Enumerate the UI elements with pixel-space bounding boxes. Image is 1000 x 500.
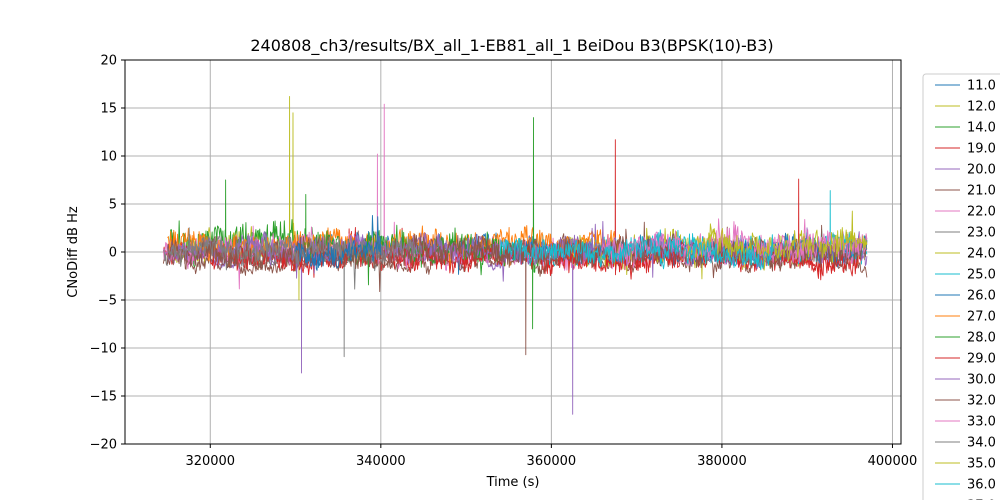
legend-label: 28.0 xyxy=(967,331,996,346)
legend-label: 22.0 xyxy=(967,205,996,220)
legend-label: 27.0 xyxy=(967,310,996,325)
x-tick-label: 360000 xyxy=(527,454,577,469)
legend-label: 34.0 xyxy=(967,436,996,451)
legend-label: 19.0 xyxy=(967,142,996,157)
legend-label: 35.0 xyxy=(967,457,996,472)
legend-label: 29.0 xyxy=(967,352,996,367)
legend-label: 24.0 xyxy=(967,247,996,262)
x-tick-label: 380000 xyxy=(697,454,747,469)
y-axis-title: CNoDiff dB Hz xyxy=(66,206,81,298)
x-axis: 320000 340000 360000 380000 400000 xyxy=(185,444,917,469)
x-axis-title: Time (s) xyxy=(486,475,540,490)
y-tick-label: 0 xyxy=(109,246,117,261)
y-tick-label: 15 xyxy=(100,102,117,117)
y-tick-label: −15 xyxy=(90,390,117,405)
x-tick-label: 320000 xyxy=(185,454,235,469)
series-line-35-0 xyxy=(687,227,868,262)
legend-label: 21.0 xyxy=(967,184,996,199)
legend-label: 20.0 xyxy=(967,163,996,178)
legend-label: 32.0 xyxy=(967,394,996,409)
legend-label: 11.0 xyxy=(967,79,996,94)
y-tick-label: −20 xyxy=(90,438,117,453)
legend-label: 36.0 xyxy=(967,478,996,493)
x-tick-label: 400000 xyxy=(868,454,918,469)
legend-label: 26.0 xyxy=(967,289,996,304)
legend-label: 23.0 xyxy=(967,226,996,241)
legend-label: 37.0 xyxy=(967,499,996,500)
legend-box xyxy=(922,73,1000,500)
legend: 11.0 12.0 14.0 19.0 20.0 21.0 22.0 23.0 24.0 25.0… xyxy=(922,73,1000,500)
series-line-36-0 xyxy=(499,234,774,271)
y-tick-label: 20 xyxy=(100,54,117,69)
y-axis: −20 −15 −10 −5 0 5 10 15 20 xyxy=(90,54,125,453)
legend-label: 25.0 xyxy=(967,268,996,283)
legend-label: 33.0 xyxy=(967,415,996,430)
y-tick-label: −10 xyxy=(90,342,117,357)
series-group xyxy=(162,96,868,415)
y-tick-label: 10 xyxy=(100,150,117,165)
chart-title: 240808_ch3/results/BX_all_1-EB81_all_1 B… xyxy=(250,36,773,56)
series-line-37-0 xyxy=(295,216,382,271)
legend-label: 12.0 xyxy=(967,100,996,115)
x-tick-label: 340000 xyxy=(356,454,406,469)
y-tick-label: −5 xyxy=(98,294,117,309)
legend-label: 14.0 xyxy=(967,121,996,136)
legend-label: 30.0 xyxy=(967,373,996,388)
y-tick-label: 5 xyxy=(109,198,117,213)
series-line-28-0 xyxy=(303,117,540,330)
